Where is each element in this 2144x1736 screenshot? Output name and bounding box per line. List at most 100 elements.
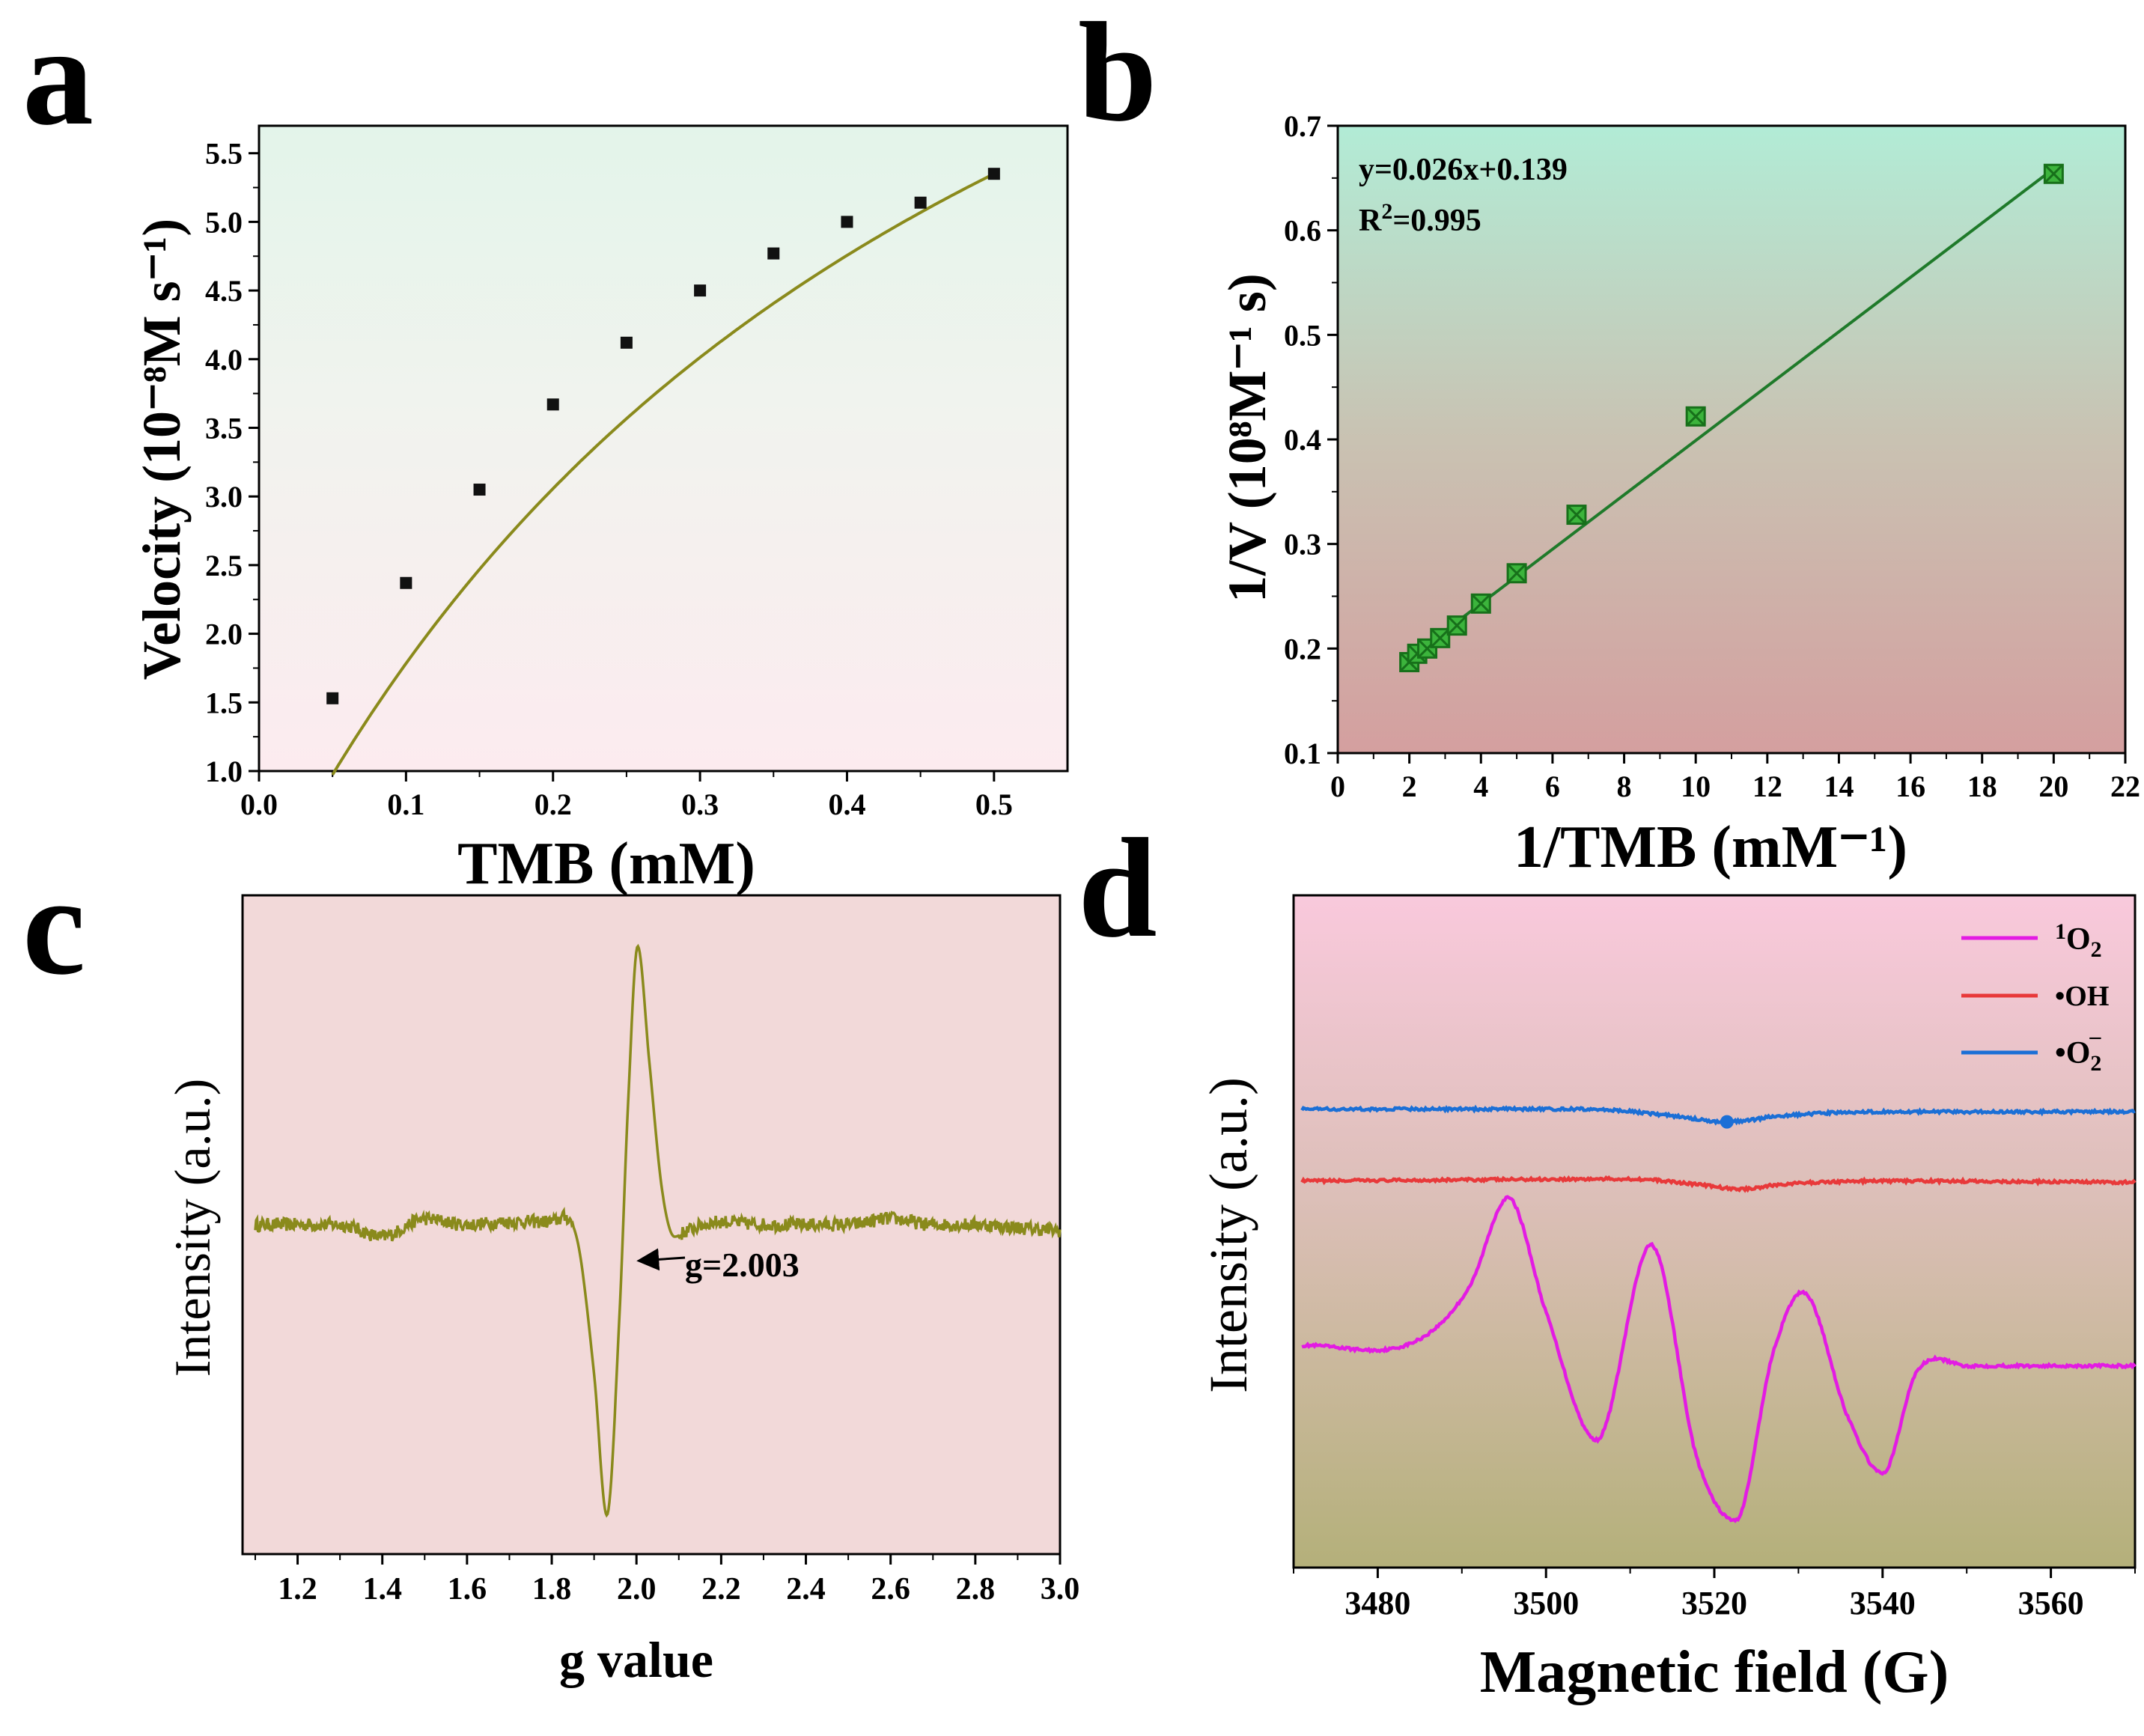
plot-area-b (1336, 124, 2127, 755)
plot-area-d (1292, 894, 2137, 1569)
x-tick-label-b: 6 (1545, 770, 1560, 803)
legend-1o2-sub: 2 (2091, 937, 2102, 962)
y-tick-label-a: 1.0 (205, 755, 243, 788)
r-squared-exp: 2 (1381, 199, 1392, 224)
x-axis-title-b: 1/TMB (mM⁻¹) (1514, 814, 1907, 880)
points-a (326, 168, 1000, 704)
x-tick-label-c: 2.2 (701, 1572, 741, 1606)
panel-label-d: d (1078, 810, 1157, 967)
ticks-b: 0 2 4 6 8 10 12 14 16 18 20 22 0.1 0.2 0.3 0.4 0.5 0.6 0.7 (1284, 109, 2140, 803)
y-tick-label-b: 0.6 (1284, 214, 1321, 248)
panel-b: b 0 2 4 6 8 10 12 14 16 18 20 220.10.20.30.40.50.60… (1078, 0, 2140, 880)
y-tick-label-b: 0.5 (1284, 318, 1321, 352)
spectrum-line-d (1300, 1175, 2137, 1193)
y-axis-title-a: Velocity (10⁻⁸M s⁻¹) (132, 219, 192, 680)
data-point-b (1446, 615, 1467, 636)
g-value-annotation: g=2.003 (685, 1246, 800, 1284)
marker-point-d (1720, 1115, 1734, 1129)
legend-label-o2: •O2– (2055, 1024, 2101, 1076)
x-tick-label-c: 1.4 (362, 1572, 402, 1606)
legend-d: 1O2 •OH •O2– (1961, 919, 2109, 1076)
x-tick-label-b: 22 (2110, 770, 2140, 803)
x-tick-label-a: 0.0 (240, 788, 278, 821)
ticks-c: 1.2 1.4 1.6 1.8 2.0 2.2 2.4 2.6 2.8 3.0 (254, 1554, 1080, 1606)
spectrum-line-d (1301, 1195, 2137, 1523)
data-point-b (1506, 563, 1527, 584)
data-point-a (841, 216, 853, 228)
x-tick-label-b: 4 (1473, 770, 1488, 803)
legend-label-oh: •OH (2055, 981, 2109, 1012)
spectrum-line-c (254, 943, 1062, 1518)
x-axis-title-c: g value (559, 1631, 713, 1688)
r-squared-b: R2=0.995 (1359, 199, 1481, 238)
r-squared-value: =0.995 (1392, 204, 1481, 238)
data-point-a (326, 692, 339, 704)
data-point-a (473, 484, 486, 496)
y-tick-label-a: 1.5 (205, 686, 243, 719)
y-tick-label-b: 0.2 (1284, 632, 1321, 666)
y-tick-label-a: 5.0 (205, 205, 243, 239)
data-point-b (1430, 627, 1451, 648)
x-tick-label-a: 0.1 (387, 788, 424, 821)
y-tick-label-a: 3.5 (205, 411, 243, 445)
data-point-a (694, 284, 707, 297)
legend-1o2-main: O (2066, 922, 2091, 957)
data-point-b (1470, 593, 1491, 614)
data-point-a (767, 247, 780, 260)
legend-o2-sup: – (2089, 1024, 2101, 1049)
y-tick-label-a: 5.5 (205, 137, 243, 171)
x-tick-label-d: 3500 (1513, 1585, 1579, 1621)
x-tick-label-b: 2 (1402, 770, 1417, 803)
x-tick-label-c: 2.4 (786, 1572, 826, 1606)
y-tick-label-b: 0.3 (1284, 528, 1321, 561)
data-point-a (914, 196, 927, 209)
y-tick-label-a: 4.0 (205, 343, 243, 377)
x-tick-label-c: 3.0 (1041, 1572, 1080, 1606)
x-tick-label-c: 1.2 (278, 1572, 317, 1606)
x-tick-label-c: 2.8 (956, 1572, 996, 1606)
x-tick-label-d: 3560 (2018, 1585, 2084, 1621)
x-tick-label-b: 8 (1617, 770, 1632, 803)
x-tick-label-b: 18 (1967, 770, 1997, 803)
x-tick-label-d: 3520 (1681, 1585, 1747, 1621)
data-point-b (1566, 505, 1587, 526)
y-tick-label-b: 0.1 (1284, 737, 1321, 770)
x-tick-label-d: 3540 (1850, 1585, 1916, 1621)
legend-o2-sub: 2 (2090, 1051, 2101, 1076)
y-tick-label-a: 2.5 (205, 549, 243, 582)
r-squared-r: R (1359, 204, 1382, 238)
x-tick-label-b: 10 (1681, 770, 1711, 803)
data-point-b (2043, 163, 2064, 184)
panel-label-b: b (1078, 0, 1157, 151)
x-axis-title-a: TMB (mM) (457, 831, 755, 897)
ticks-d: 3480 3500 3520 3540 3560 (1293, 1568, 2136, 1621)
x-tick-label-b: 0 (1330, 770, 1345, 803)
data-point-a (546, 398, 559, 411)
data-point-b (1685, 406, 1706, 427)
x-tick-label-d: 3480 (1344, 1585, 1410, 1621)
legend-1o2-pre: 1 (2055, 919, 2066, 944)
x-tick-label-c: 2.6 (871, 1572, 910, 1606)
spectra-d (1300, 1104, 2137, 1523)
y-axis-title-c: Intensity (a.u.) (164, 1079, 221, 1377)
y-tick-label-a: 3.0 (205, 480, 243, 514)
y-tick-label-a: 2.0 (205, 618, 243, 651)
y-axis-title-d: Intensity (a.u.) (1199, 1077, 1258, 1393)
y-axis-title-b: 1/V (10⁸M⁻¹ s) (1217, 273, 1277, 603)
spectrum-line-d (1300, 1104, 2136, 1126)
legend-label-1o2: 1O2 (2055, 919, 2102, 962)
x-tick-label-c: 1.8 (532, 1572, 572, 1606)
panel-label-c: c (22, 847, 85, 1005)
x-tick-label-b: 20 (2038, 770, 2068, 803)
points-b (1399, 163, 2064, 672)
ticks-a: 0.0 0.1 0.2 0.3 0.4 0.5 1.0 1.5 2.0 2.5 3.0 3.5 4.0 4… (205, 137, 1013, 821)
panel-d: d 3480 3500 3520 3540 3560 1O2 •OH •O2– Magn… (1078, 810, 2137, 1705)
x-tick-label-c: 1.6 (448, 1572, 487, 1606)
equation-b: y=0.026x+0.139 (1359, 153, 1568, 187)
data-point-a (400, 576, 412, 589)
plot-area-a (258, 124, 1069, 773)
x-tick-label-c: 2.0 (617, 1572, 657, 1606)
y-tick-label-a: 4.5 (205, 274, 243, 308)
y-tick-label-b: 0.4 (1284, 423, 1321, 457)
